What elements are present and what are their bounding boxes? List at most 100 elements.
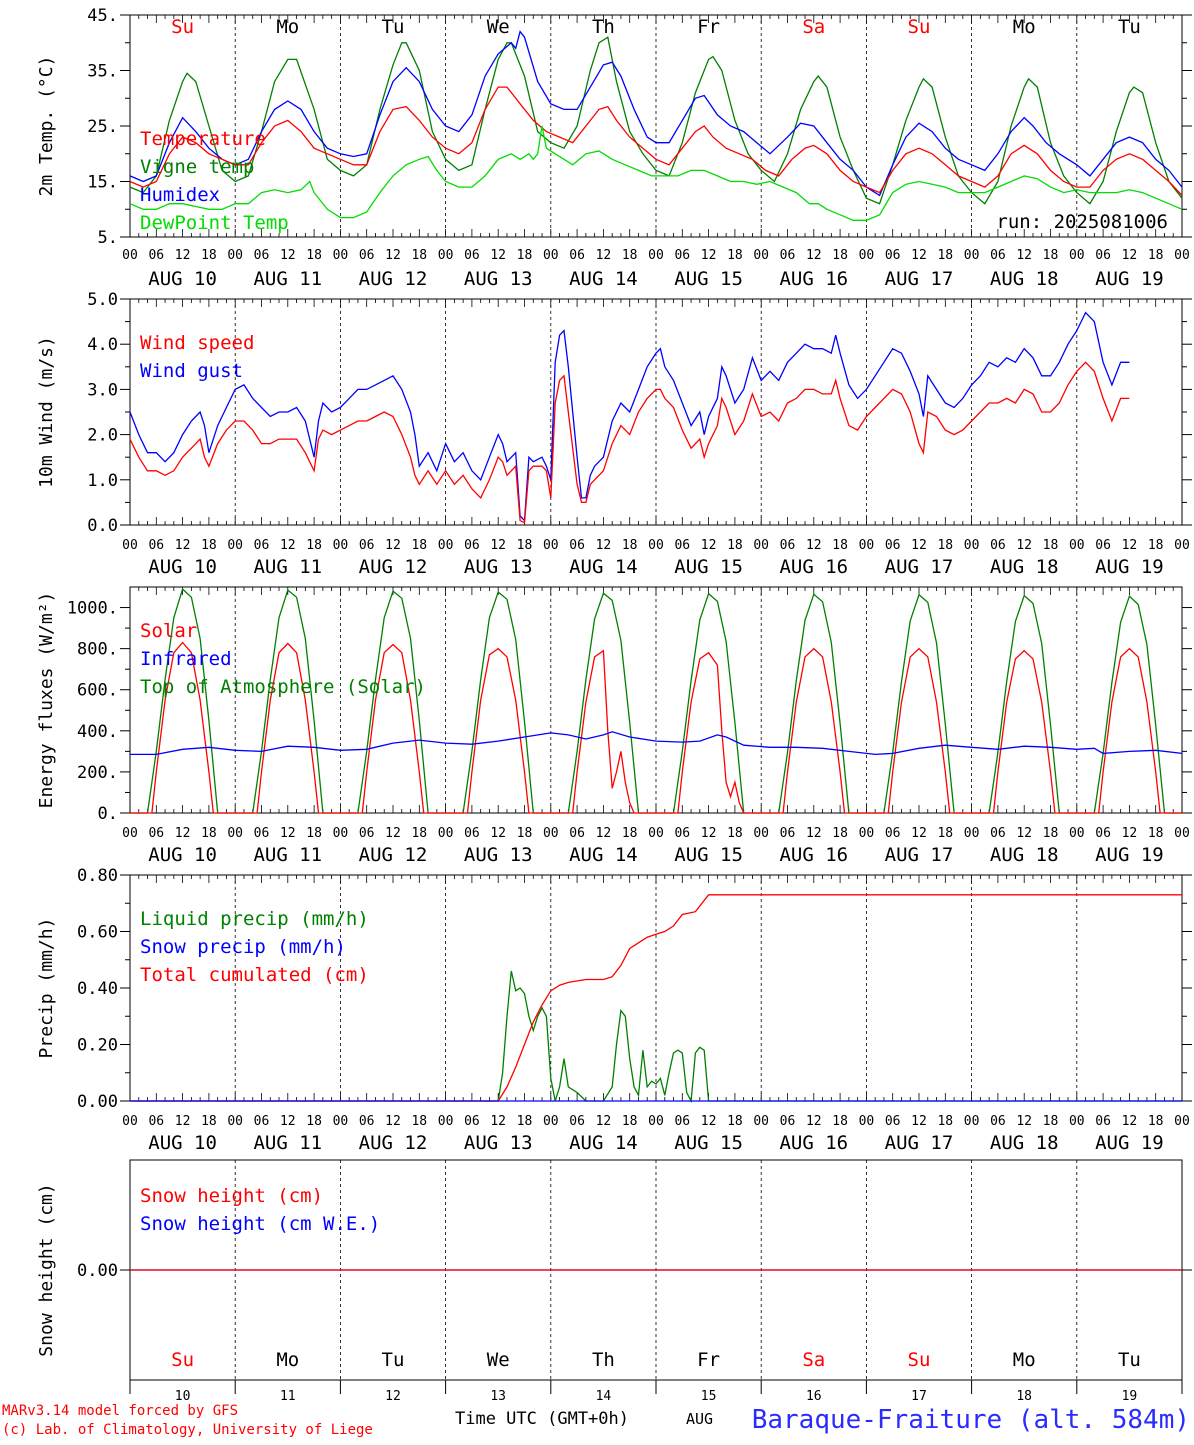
hour-tick-label: 06 <box>885 826 901 841</box>
series-line-temperature <box>129 86 1183 196</box>
date-label: AUG 10 <box>148 268 217 290</box>
hour-tick-label: 12 <box>1122 538 1138 553</box>
series-line-dewpoint-temp <box>129 125 1183 221</box>
hour-tick-label: 06 <box>780 538 796 553</box>
hour-tick-label: 06 <box>464 538 480 553</box>
hour-tick-label: 18 <box>832 248 848 263</box>
date-label: AUG 11 <box>253 844 322 866</box>
legend-entry: DewPoint Temp <box>140 212 289 234</box>
date-label: AUG 14 <box>569 1132 638 1154</box>
hour-tick-label: 00 <box>227 826 243 841</box>
legend-entry: Wind speed <box>140 332 254 354</box>
y-tick-label: 0. <box>98 804 118 824</box>
day-of-week-top: Su <box>908 16 931 38</box>
hour-tick-label: 12 <box>280 248 296 263</box>
series-line-humidex <box>129 30 1183 197</box>
date-label: AUG 11 <box>253 268 322 290</box>
y-tick-label: 0.00 <box>77 1092 118 1112</box>
date-label: AUG 15 <box>674 556 743 578</box>
hour-tick-label: 00 <box>438 1114 454 1129</box>
hour-tick-label: 00 <box>543 826 559 841</box>
date-label: AUG 15 <box>674 844 743 866</box>
date-label: AUG 16 <box>779 268 848 290</box>
hour-tick-label: 12 <box>175 538 191 553</box>
hour-tick-label: 18 <box>1148 1114 1164 1129</box>
day-of-week-bottom: Sa <box>802 1349 825 1371</box>
hour-tick-label: 18 <box>1043 538 1059 553</box>
legend-entry: Infrared <box>140 648 232 670</box>
hour-tick-label: 18 <box>727 1114 743 1129</box>
date-label: AUG 18 <box>990 844 1059 866</box>
date-label: AUG 19 <box>1095 268 1164 290</box>
day-of-week-top: Fr <box>697 16 720 38</box>
hour-tick-label: 18 <box>832 1114 848 1129</box>
hour-tick-label: 12 <box>911 826 927 841</box>
hour-tick-label: 00 <box>438 248 454 263</box>
y-tick-label: 200. <box>77 763 118 783</box>
day-number: 15 <box>701 1389 717 1404</box>
hour-tick-label: 18 <box>832 826 848 841</box>
hour-tick-label: 06 <box>1095 248 1111 263</box>
date-label: AUG 14 <box>569 844 638 866</box>
series-line-solar <box>130 641 1182 814</box>
hour-tick-label: 00 <box>753 1114 769 1129</box>
hour-tick-label: 12 <box>175 826 191 841</box>
credit-line-2: (c) Lab. of Climatology, University of L… <box>2 1422 373 1438</box>
station-title: Baraque-Fraiture (alt. 584m) <box>752 1405 1190 1435</box>
day-of-week-top: Th <box>592 16 615 38</box>
legend-entry: Snow height (cm W.E.) <box>140 1213 380 1235</box>
hour-tick-label: 00 <box>1174 538 1190 553</box>
hour-tick-label: 12 <box>1122 248 1138 263</box>
day-of-week-bottom: Fr <box>697 1349 720 1371</box>
date-label: AUG 15 <box>674 1132 743 1154</box>
y-axis-label: 2m Temp. (°C) <box>36 56 57 197</box>
hour-tick-label: 12 <box>490 826 506 841</box>
hour-tick-label: 18 <box>727 248 743 263</box>
date-label: AUG 12 <box>359 1132 428 1154</box>
day-number: 13 <box>490 1389 506 1404</box>
hour-tick-label: 00 <box>964 538 980 553</box>
day-number: 12 <box>385 1389 401 1404</box>
panel-energy: 00 06 12 18 AUG 10 00 06 12 18 AUG 11 00 06 12 18 AUG … <box>36 586 1192 866</box>
hour-tick-label: 18 <box>411 538 427 553</box>
hour-tick-label: 12 <box>806 538 822 553</box>
hour-tick-label: 18 <box>517 248 533 263</box>
date-label: AUG 17 <box>885 844 954 866</box>
hour-tick-label: 12 <box>280 538 296 553</box>
hour-tick-label: 00 <box>648 1114 664 1129</box>
time-axis-label: Time UTC (GMT+0h) <box>455 1409 629 1429</box>
date-label: AUG 12 <box>359 556 428 578</box>
day-of-week-top: Tu <box>382 16 405 38</box>
hour-tick-label: 12 <box>806 826 822 841</box>
hour-tick-label: 18 <box>201 248 217 263</box>
hour-tick-label: 12 <box>806 248 822 263</box>
day-of-week-top: Tu <box>1118 16 1141 38</box>
hour-tick-label: 18 <box>517 1114 533 1129</box>
series-line-wind-speed <box>129 361 1130 524</box>
y-tick-label: 800. <box>77 640 118 660</box>
hour-tick-label: 06 <box>885 248 901 263</box>
panel-snow: 0.00 Snow height (cm) Snow height (cm) Snow… <box>36 1159 1192 1394</box>
hour-tick-label: 12 <box>175 248 191 263</box>
hour-tick-label: 00 <box>543 248 559 263</box>
y-axis-label: Precip (mm/h) <box>36 918 57 1059</box>
hour-tick-label: 18 <box>517 826 533 841</box>
day-of-week-bottom: Mo <box>276 1349 299 1371</box>
hour-tick-label: 12 <box>280 826 296 841</box>
hour-tick-label: 00 <box>753 248 769 263</box>
hour-tick-label: 12 <box>385 1114 401 1129</box>
hour-tick-label: 18 <box>1148 248 1164 263</box>
series-line-total-cumulated-cm- <box>130 894 1182 1102</box>
hour-tick-label: 06 <box>569 1114 585 1129</box>
day-of-week-bottom: Su <box>908 1349 931 1371</box>
hour-tick-label: 06 <box>780 248 796 263</box>
hour-tick-label: 06 <box>990 248 1006 263</box>
legend-entry: Liquid precip (mm/h) <box>140 908 369 930</box>
hour-tick-label: 06 <box>148 538 164 553</box>
hour-tick-label: 12 <box>1122 1114 1138 1129</box>
hour-tick-label: 06 <box>990 538 1006 553</box>
hour-tick-label: 06 <box>1095 1114 1111 1129</box>
y-tick-label: 0.00 <box>77 1261 118 1281</box>
hour-tick-label: 18 <box>727 826 743 841</box>
